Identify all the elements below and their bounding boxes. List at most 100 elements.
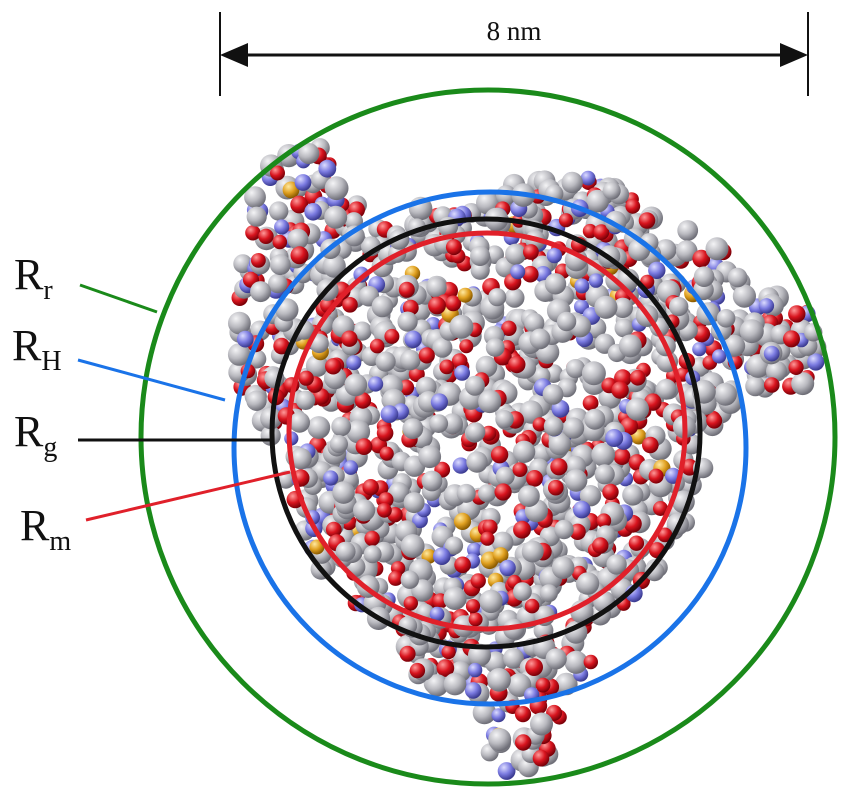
atom (482, 519, 498, 535)
atom (618, 334, 642, 358)
circle-r-m (286, 230, 688, 632)
atom (404, 330, 422, 348)
atom (227, 343, 251, 366)
atom (307, 416, 331, 439)
atom (454, 556, 471, 574)
atom (331, 416, 352, 437)
atom (561, 171, 583, 194)
atom (629, 369, 646, 386)
scale-bar-right-arrowhead (780, 43, 808, 67)
atom (655, 378, 677, 400)
atom (732, 284, 757, 308)
atom (453, 512, 472, 531)
atom (442, 413, 463, 435)
atom (612, 297, 633, 318)
atom (583, 654, 598, 670)
atom (270, 165, 285, 181)
atom (470, 246, 491, 266)
atom (518, 485, 540, 507)
atom (548, 432, 572, 456)
atom (323, 470, 339, 486)
atom (606, 554, 627, 575)
atom (692, 249, 711, 268)
atom (788, 359, 804, 375)
atom (443, 586, 467, 611)
atom (745, 376, 766, 397)
atom (554, 519, 574, 540)
atom (464, 682, 482, 699)
atom (354, 392, 372, 409)
atom (535, 677, 551, 693)
atom (593, 224, 610, 241)
atom (433, 547, 451, 565)
atom (579, 485, 602, 507)
atom (576, 572, 600, 595)
atom (512, 440, 536, 463)
atom (508, 355, 526, 374)
atom (294, 174, 312, 191)
atom (272, 234, 288, 250)
atom (457, 287, 473, 303)
atom (628, 535, 645, 551)
atom (290, 195, 309, 214)
atom (532, 749, 550, 767)
label-r-h: RH (12, 321, 62, 377)
atom (322, 254, 346, 278)
atom (479, 589, 503, 614)
atom (521, 540, 544, 563)
atom (244, 186, 266, 209)
atom (529, 328, 551, 350)
atom (522, 265, 539, 283)
atom (478, 484, 497, 503)
atom (582, 395, 599, 411)
atom (548, 479, 564, 496)
atom (376, 424, 394, 442)
atom (491, 708, 506, 723)
atom (602, 483, 619, 501)
atom (648, 261, 666, 279)
atom (605, 429, 624, 447)
atom (439, 359, 455, 375)
atom (488, 288, 507, 307)
atom (470, 573, 486, 589)
atom (478, 389, 502, 414)
atom (613, 448, 631, 465)
atom (368, 376, 384, 392)
atom (464, 375, 485, 396)
atom (343, 460, 359, 475)
atom (465, 599, 481, 614)
atom (764, 377, 780, 393)
atom (558, 213, 574, 228)
atom (304, 203, 322, 221)
atom (594, 464, 615, 485)
circle-r-r (138, 87, 838, 787)
atom (290, 447, 312, 470)
atom (443, 672, 467, 696)
atom (514, 706, 532, 723)
atom (783, 330, 800, 348)
atom (353, 499, 376, 522)
atom (573, 500, 591, 519)
atom (445, 239, 462, 256)
atom (436, 659, 455, 677)
atom (504, 287, 525, 308)
atom (246, 206, 267, 227)
atom (480, 531, 495, 546)
leader-line-r-m (85, 470, 291, 522)
atom (268, 273, 288, 294)
atom (468, 612, 483, 627)
atom (638, 212, 656, 229)
atom (346, 419, 371, 444)
atom (309, 539, 325, 555)
atom (791, 372, 815, 396)
atom (445, 295, 462, 312)
atom (574, 278, 590, 294)
atom (344, 373, 368, 397)
protein-space-filling-model (227, 138, 827, 780)
atom (369, 338, 385, 354)
atom (364, 530, 380, 547)
atom (530, 712, 553, 736)
atom (287, 228, 309, 250)
leader-line-r-h (77, 358, 226, 402)
atom (403, 492, 425, 514)
